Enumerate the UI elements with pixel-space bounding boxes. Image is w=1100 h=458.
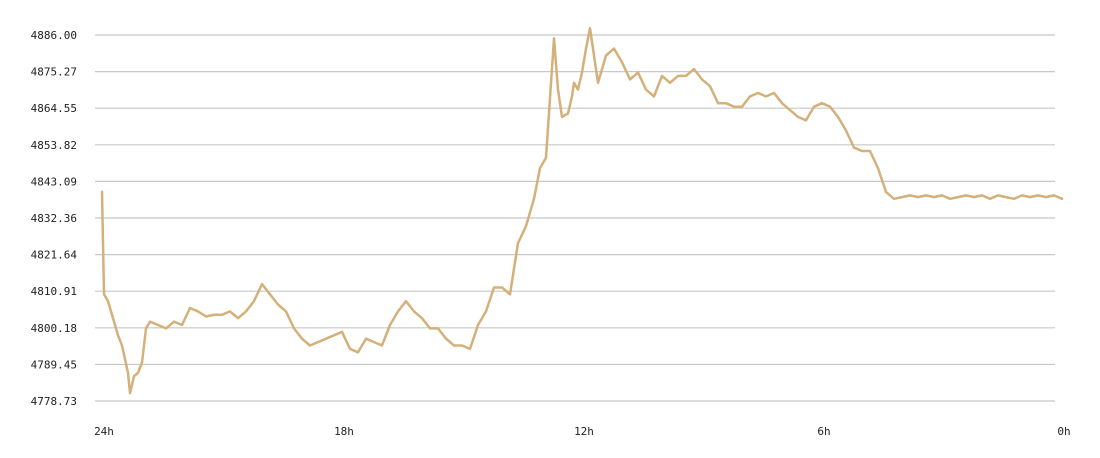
y-tick-label: 4875.27 xyxy=(31,66,77,79)
x-tick-label: 12h xyxy=(574,425,594,438)
x-axis-tick-labels: 24h 18h 12h 6h 0h xyxy=(94,425,1071,438)
y-tick-label: 4789.45 xyxy=(31,358,77,371)
x-tick-label: 0h xyxy=(1057,425,1070,438)
y-tick-label: 4886.00 xyxy=(31,29,77,42)
y-tick-label: 4778.73 xyxy=(31,395,77,408)
x-tick-label: 6h xyxy=(817,425,830,438)
y-tick-label: 4853.82 xyxy=(31,139,77,152)
price-series-line xyxy=(100,26,1064,395)
y-gridlines xyxy=(95,34,1055,402)
y-tick-label: 4864.55 xyxy=(31,102,77,115)
y-tick-label: 4832.36 xyxy=(31,212,77,225)
x-tick-label: 24h xyxy=(94,425,114,438)
y-tick-label: 4843.09 xyxy=(31,175,77,188)
y-axis-tick-labels: 4886.00 4875.27 4864.55 4853.82 4843.09 4832.… xyxy=(31,29,78,408)
y-tick-label: 4800.18 xyxy=(31,322,77,335)
x-tick-label: 18h xyxy=(334,425,354,438)
series-group xyxy=(100,26,1064,395)
y-tick-label: 4821.64 xyxy=(31,249,78,262)
y-tick-label: 4810.91 xyxy=(31,285,77,298)
